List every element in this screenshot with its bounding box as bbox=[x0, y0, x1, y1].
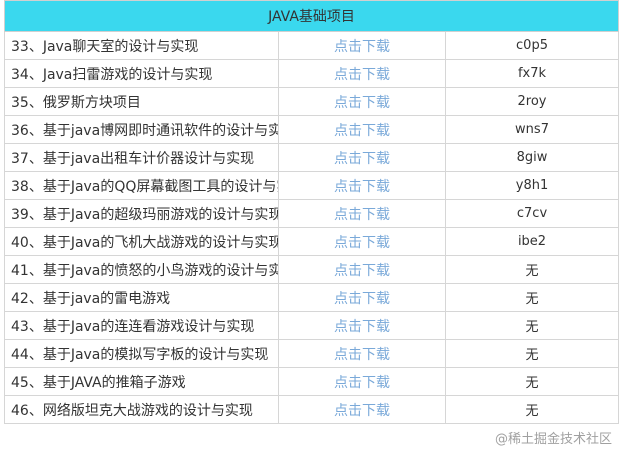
table-row: 40、基于Java的飞机大战游戏的设计与实现 点击下载 ibe2 bbox=[4, 227, 620, 256]
extract-code: 无 bbox=[444, 255, 620, 284]
download-link[interactable]: 点击下载 bbox=[278, 31, 446, 60]
extract-code: fx7k bbox=[444, 59, 620, 88]
extract-code: 无 bbox=[444, 339, 620, 368]
extract-code: 无 bbox=[444, 395, 620, 424]
table-row: 34、Java扫雷游戏的设计与实现 点击下载 fx7k bbox=[4, 59, 620, 88]
download-link[interactable]: 点击下载 bbox=[278, 87, 446, 116]
extract-code: y8h1 bbox=[444, 171, 620, 200]
table-row: 35、俄罗斯方块项目 点击下载 2roy bbox=[4, 87, 620, 116]
projects-table: JAVA基础项目 33、Java聊天室的设计与实现 点击下载 c0p5 34、Ja… bbox=[3, 0, 620, 424]
project-name: 45、基于JAVA的推箱子游戏 bbox=[4, 367, 279, 396]
project-name: 35、俄罗斯方块项目 bbox=[4, 87, 279, 116]
table-row: 46、网络版坦克大战游戏的设计与实现 点击下载 无 bbox=[4, 395, 620, 424]
extract-code: 无 bbox=[444, 311, 620, 340]
table-row: 45、基于JAVA的推箱子游戏 点击下载 无 bbox=[4, 367, 620, 396]
download-link[interactable]: 点击下载 bbox=[278, 339, 446, 368]
project-name: 42、基于java的雷电游戏 bbox=[4, 283, 279, 312]
project-name: 43、基于Java的连连看游戏设计与实现 bbox=[4, 311, 279, 340]
project-name: 38、基于Java的QQ屏幕截图工具的设计与实现 bbox=[4, 171, 279, 200]
table-header: JAVA基础项目 bbox=[3, 0, 620, 32]
download-link[interactable]: 点击下载 bbox=[278, 59, 446, 88]
download-link[interactable]: 点击下载 bbox=[278, 395, 446, 424]
table-row: 43、基于Java的连连看游戏设计与实现 点击下载 无 bbox=[4, 311, 620, 340]
download-link[interactable]: 点击下载 bbox=[278, 367, 446, 396]
table-row: 36、基于java博网即时通讯软件的设计与实现 点击下载 wns7 bbox=[4, 115, 620, 144]
extract-code: 无 bbox=[444, 367, 620, 396]
extract-code: wns7 bbox=[444, 115, 620, 144]
download-link[interactable]: 点击下载 bbox=[278, 311, 446, 340]
table-row: 41、基于Java的愤怒的小鸟游戏的设计与实现 点击下载 无 bbox=[4, 255, 620, 284]
table-row: 38、基于Java的QQ屏幕截图工具的设计与实现 点击下载 y8h1 bbox=[4, 171, 620, 200]
extract-code: 2roy bbox=[444, 87, 620, 116]
project-name: 33、Java聊天室的设计与实现 bbox=[4, 31, 279, 60]
download-link[interactable]: 点击下载 bbox=[278, 143, 446, 172]
download-link[interactable]: 点击下载 bbox=[278, 283, 446, 312]
extract-code: c7cv bbox=[444, 199, 620, 228]
download-link[interactable]: 点击下载 bbox=[278, 199, 446, 228]
table-row: 33、Java聊天室的设计与实现 点击下载 c0p5 bbox=[4, 31, 620, 60]
download-link[interactable]: 点击下载 bbox=[278, 171, 446, 200]
watermark: @稀土掘金技术社区 bbox=[494, 432, 612, 447]
project-name: 46、网络版坦克大战游戏的设计与实现 bbox=[4, 395, 279, 424]
project-name: 37、基于java出租车计价器设计与实现 bbox=[4, 143, 279, 172]
extract-code: ibe2 bbox=[444, 227, 620, 256]
table-row: 44、基于Java的模拟写字板的设计与实现 点击下载 无 bbox=[4, 339, 620, 368]
download-link[interactable]: 点击下载 bbox=[278, 115, 446, 144]
project-name: 34、Java扫雷游戏的设计与实现 bbox=[4, 59, 279, 88]
download-link[interactable]: 点击下载 bbox=[278, 255, 446, 284]
project-name: 41、基于Java的愤怒的小鸟游戏的设计与实现 bbox=[4, 255, 279, 284]
download-link[interactable]: 点击下载 bbox=[278, 227, 446, 256]
project-name: 44、基于Java的模拟写字板的设计与实现 bbox=[4, 339, 279, 368]
project-name: 36、基于java博网即时通讯软件的设计与实现 bbox=[4, 115, 279, 144]
table-row: 42、基于java的雷电游戏 点击下载 无 bbox=[4, 283, 620, 312]
table-row: 37、基于java出租车计价器设计与实现 点击下载 8giw bbox=[4, 143, 620, 172]
project-name: 39、基于Java的超级玛丽游戏的设计与实现 bbox=[4, 199, 279, 228]
extract-code: 8giw bbox=[444, 143, 620, 172]
project-name: 40、基于Java的飞机大战游戏的设计与实现 bbox=[4, 227, 279, 256]
table-row: 39、基于Java的超级玛丽游戏的设计与实现 点击下载 c7cv bbox=[4, 199, 620, 228]
extract-code: c0p5 bbox=[444, 31, 620, 60]
extract-code: 无 bbox=[444, 283, 620, 312]
